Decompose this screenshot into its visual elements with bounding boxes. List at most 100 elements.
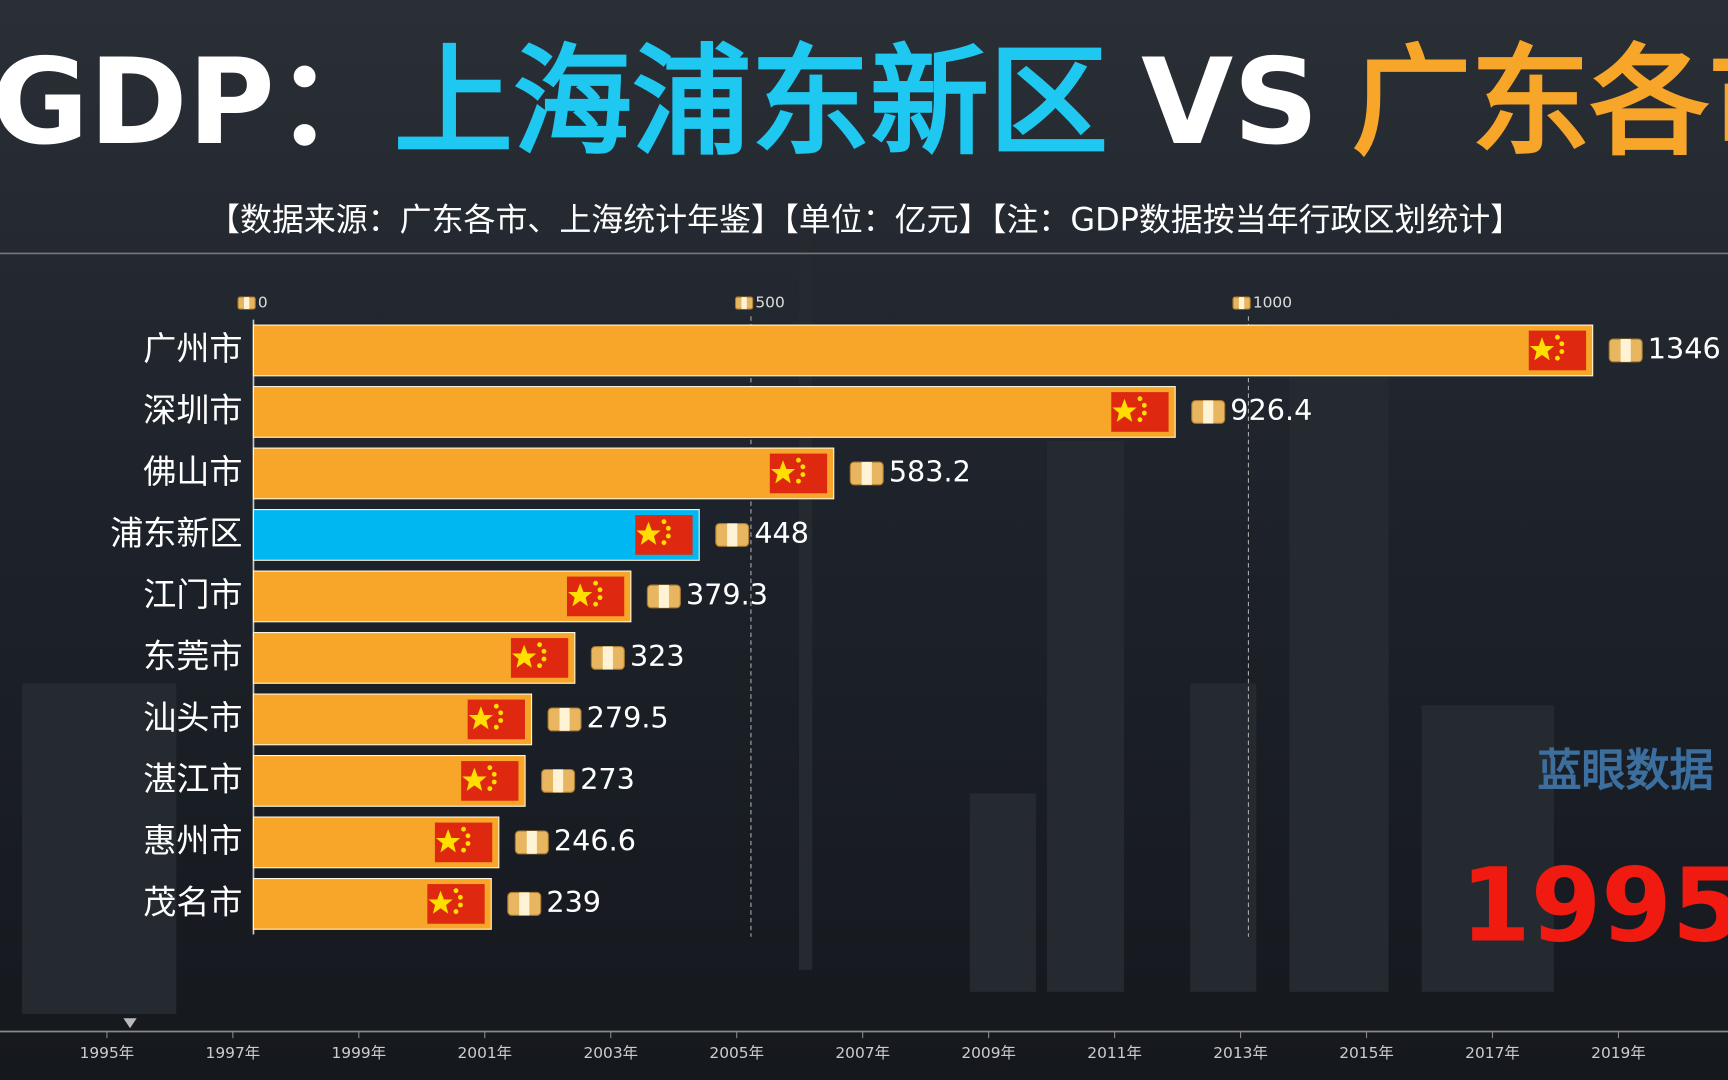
- timeline-label: 2005年: [709, 1044, 764, 1062]
- flag-small-star: [1137, 417, 1143, 423]
- subtitle: 【数据来源：广东各市、上海统计年鉴】【单位：亿元】【注：GDP数据按当年行政区划…: [208, 201, 1522, 239]
- x-tick-label: 500: [755, 294, 784, 312]
- category-label: 深圳市: [143, 390, 242, 429]
- flag-small-star: [461, 847, 466, 853]
- money-icon-band: [741, 297, 747, 310]
- bar: [252, 324, 1594, 377]
- bar: [252, 447, 835, 500]
- timeline-label: 1999年: [332, 1044, 387, 1062]
- category-label: 佛山市: [143, 452, 242, 491]
- chart-title: GDP：上海浦东新区VS广东各市: [0, 34, 1728, 172]
- money-icon-band: [861, 462, 872, 485]
- flag-small-star: [453, 909, 459, 915]
- value-label: 448: [754, 516, 809, 550]
- value-label: 246.6: [554, 823, 636, 857]
- money-icon-band: [658, 585, 669, 608]
- flag-small-star: [457, 894, 463, 900]
- flag-star: [770, 460, 796, 484]
- flag-small-star: [1554, 334, 1560, 340]
- x-tick-label: 1000: [1253, 294, 1292, 312]
- flag-star: [636, 521, 661, 545]
- timeline-label: 2009年: [961, 1044, 1016, 1062]
- flag-small-star: [597, 587, 603, 593]
- flag-small-star: [537, 642, 543, 648]
- timeline-pointer: [123, 1018, 137, 1029]
- title-vs: VS: [1141, 34, 1319, 172]
- money-icon-band: [602, 646, 613, 670]
- category-label: 湛江市: [143, 759, 242, 798]
- flag-star: [512, 644, 537, 668]
- timeline-label: 2017年: [1465, 1044, 1520, 1062]
- flag-star: [428, 890, 453, 914]
- money-icon-band: [1620, 339, 1631, 362]
- value-label: 583.2: [889, 454, 971, 488]
- timeline-label: 2013年: [1213, 1044, 1268, 1062]
- value-label: 239: [546, 885, 601, 919]
- flag-small-star: [537, 663, 543, 669]
- flag-small-star: [491, 771, 497, 777]
- flag-small-star: [541, 656, 547, 662]
- flag-small-star: [465, 841, 471, 846]
- money-icon-band: [727, 523, 738, 547]
- watermark: 蓝眼数据: [1537, 746, 1713, 797]
- flag-star: [1529, 337, 1555, 361]
- timeline-label: 1995年: [80, 1044, 135, 1062]
- value-label: 279.5: [587, 700, 669, 734]
- flag-small-star: [665, 525, 671, 531]
- value-label: 379.3: [686, 577, 768, 611]
- flag-small-star: [491, 779, 497, 785]
- flag-small-star: [453, 888, 459, 894]
- flag-small-star: [800, 472, 806, 477]
- flag-small-star: [796, 457, 801, 463]
- flag-small-star: [487, 765, 493, 771]
- flag-small-star: [1559, 349, 1565, 354]
- category-label: 惠州市: [143, 821, 242, 860]
- flag-small-star: [498, 710, 504, 716]
- flag-small-star: [661, 540, 667, 546]
- flag-small-star: [493, 703, 499, 709]
- category-label: 广州市: [143, 329, 242, 368]
- flag-small-star: [1137, 396, 1143, 402]
- flag-star: [568, 583, 593, 607]
- flag-star: [462, 767, 487, 791]
- timeline-label: 2019年: [1591, 1044, 1646, 1062]
- category-label: 汕头市: [143, 698, 242, 737]
- flag-small-star: [665, 533, 671, 539]
- flag-star: [1112, 398, 1137, 422]
- flag-small-star: [498, 718, 504, 723]
- money-icon-band: [519, 892, 530, 916]
- value-label: 926.4: [1230, 393, 1312, 427]
- money-icon-band: [553, 769, 564, 793]
- flag-small-star: [597, 595, 603, 600]
- category-label: 东莞市: [143, 636, 242, 675]
- category-label: 茂名市: [143, 882, 242, 921]
- timeline-label: 2007年: [835, 1044, 890, 1062]
- flag-small-star: [461, 826, 466, 832]
- flag-small-star: [800, 464, 806, 470]
- money-icon-band: [243, 297, 250, 310]
- flag-small-star: [487, 786, 493, 792]
- current-year: 1995年: [1460, 846, 1728, 964]
- title-highlight: 上海浦东新区: [394, 34, 1108, 172]
- category-label: 浦东新区: [110, 513, 242, 552]
- timeline-label: 2015年: [1339, 1044, 1394, 1062]
- timeline-label: 2001年: [457, 1044, 512, 1062]
- category-label: 江门市: [143, 575, 242, 614]
- flag-small-star: [457, 902, 463, 908]
- flag-star: [468, 706, 493, 730]
- money-icon-band: [1238, 297, 1245, 310]
- value-label: 1346: [1648, 331, 1721, 365]
- skyline: [22, 198, 1554, 1014]
- flag-small-star: [541, 648, 547, 654]
- money-icon-band: [526, 830, 537, 854]
- money-icon-band: [559, 708, 570, 731]
- bar: [252, 509, 700, 561]
- timeline-label: 2011年: [1087, 1044, 1142, 1062]
- flag-star: [436, 829, 461, 853]
- title-rival: 广东各市: [1352, 34, 1728, 172]
- flag-small-star: [1141, 410, 1147, 416]
- value-label: 273: [580, 762, 635, 796]
- flag-small-star: [1559, 341, 1565, 347]
- flag-small-star: [493, 724, 499, 730]
